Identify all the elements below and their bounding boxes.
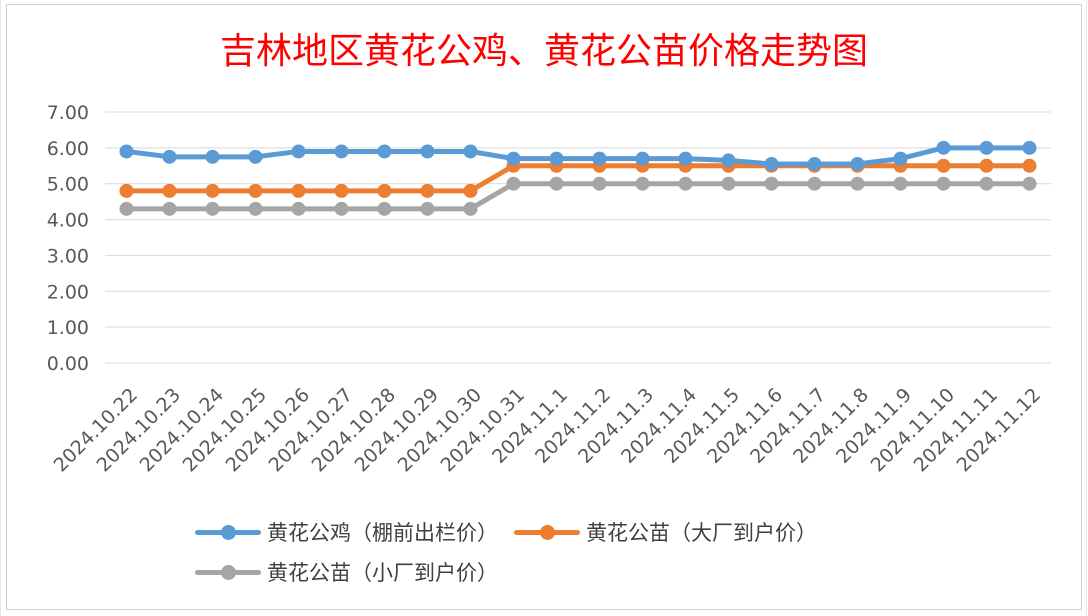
series-line (124, 181, 1032, 212)
data-point (721, 153, 736, 168)
data-point (248, 201, 263, 216)
data-point (248, 149, 263, 164)
legend-item-series-1[interactable]: 黄花公鸡（棚前出栏价） (195, 517, 498, 547)
data-point (506, 151, 521, 166)
sheet-gridline (0, 0, 1, 616)
data-point (334, 183, 349, 198)
data-point (764, 156, 779, 171)
data-point (893, 176, 908, 191)
data-point (979, 140, 994, 155)
legend-label: 黄花公鸡（棚前出栏价） (267, 521, 498, 545)
data-point (119, 183, 134, 198)
data-point (420, 144, 435, 159)
legend-swatch (195, 562, 261, 582)
data-point (162, 201, 177, 216)
data-point (764, 176, 779, 191)
data-point (678, 151, 693, 166)
data-point (635, 176, 650, 191)
data-point (635, 151, 650, 166)
legend-row-2: 黄花公苗（小厂到户价） (195, 557, 514, 587)
data-point (420, 201, 435, 216)
data-point (592, 151, 607, 166)
data-point (377, 183, 392, 198)
legend-label: 黄花公苗（大厂到户价） (586, 521, 817, 545)
data-point (506, 176, 521, 191)
data-point (936, 176, 951, 191)
data-point (377, 201, 392, 216)
data-point (807, 156, 822, 171)
data-point (1022, 140, 1037, 155)
data-point (162, 183, 177, 198)
data-point (205, 183, 220, 198)
data-point (119, 144, 134, 159)
data-point (807, 176, 822, 191)
data-point (377, 144, 392, 159)
data-point (205, 149, 220, 164)
chart-area[interactable] (6, 4, 1082, 610)
data-point (291, 183, 306, 198)
data-point (463, 144, 478, 159)
data-point (119, 201, 134, 216)
data-point (721, 176, 736, 191)
legend-swatch (195, 522, 261, 542)
series-line (124, 145, 1032, 167)
legend-label: 黄花公苗（小厂到户价） (267, 561, 498, 585)
y-tick-label: 1.00 (47, 317, 89, 339)
data-point (936, 140, 951, 155)
data-point (420, 183, 435, 198)
legend-row-1: 黄花公鸡（棚前出栏价） 黄花公苗（大厂到户价） (195, 517, 833, 547)
y-tick-label: 6.00 (47, 138, 89, 160)
series-line (124, 163, 1032, 194)
data-point (979, 158, 994, 173)
data-point (893, 151, 908, 166)
data-point (592, 176, 607, 191)
legend-swatch (514, 522, 580, 542)
y-tick-label: 5.00 (47, 174, 89, 196)
y-tick-label: 3.00 (47, 245, 89, 267)
data-point (979, 176, 994, 191)
sheet-gridline (1086, 0, 1087, 616)
y-tick-label: 0.00 (47, 353, 89, 375)
data-point (549, 176, 564, 191)
data-point (291, 201, 306, 216)
data-point (850, 176, 865, 191)
data-point (678, 176, 693, 191)
data-point (334, 144, 349, 159)
data-point (248, 183, 263, 198)
y-tick-label: 4.00 (47, 210, 89, 232)
data-point (936, 158, 951, 173)
data-point (1022, 158, 1037, 173)
data-point (205, 201, 220, 216)
data-point (850, 156, 865, 171)
data-point (291, 144, 306, 159)
data-point (1022, 176, 1037, 191)
data-point (162, 149, 177, 164)
data-point (463, 183, 478, 198)
data-point (334, 201, 349, 216)
chart-title: 吉林地区黄花公鸡、黄花公苗价格走势图 (219, 31, 868, 72)
data-point (463, 201, 478, 216)
legend-item-series-2[interactable]: 黄花公苗（大厂到户价） (514, 517, 817, 547)
data-point (549, 151, 564, 166)
legend-item-series-3[interactable]: 黄花公苗（小厂到户价） (195, 557, 498, 587)
y-tick-label: 2.00 (47, 281, 89, 303)
y-tick-label: 7.00 (47, 102, 89, 124)
